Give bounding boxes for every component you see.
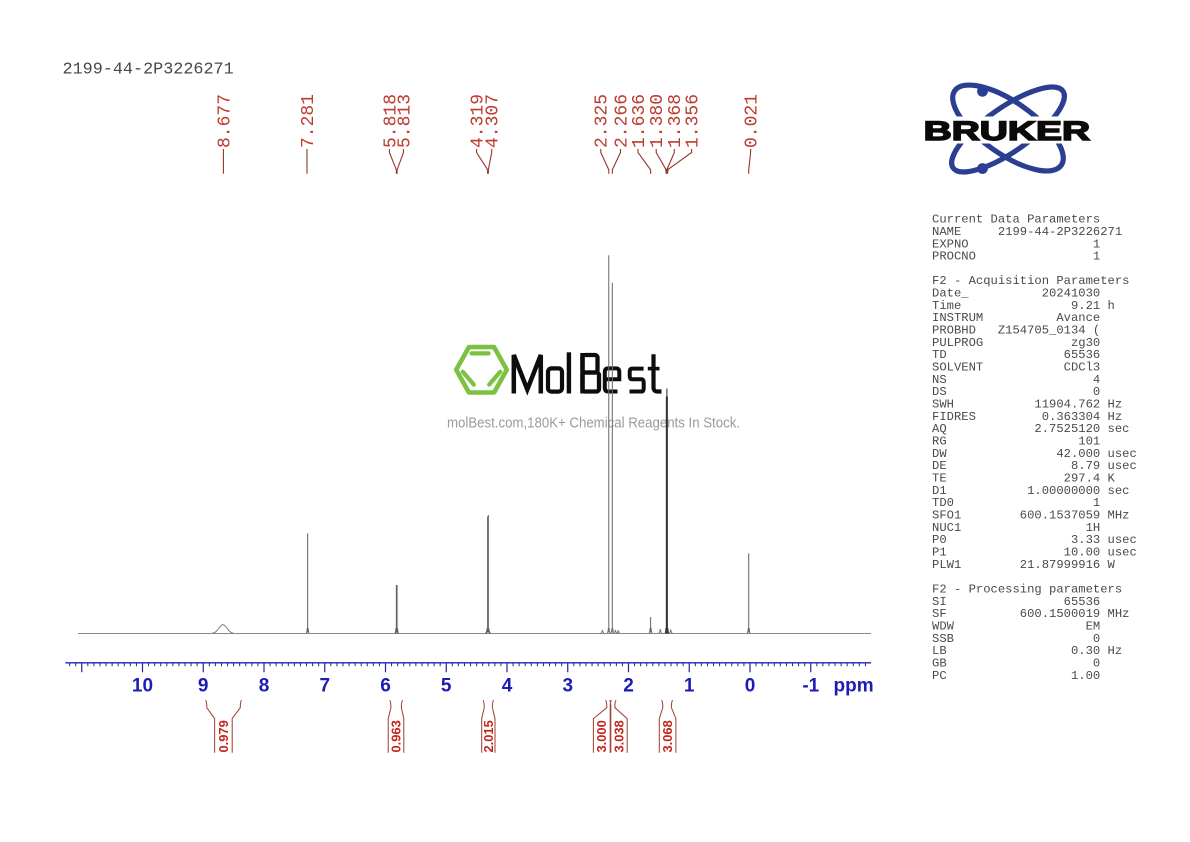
svg-text:9: 9 <box>198 676 209 697</box>
svg-text:BRUKER: BRUKER <box>924 116 1091 146</box>
svg-text:8: 8 <box>259 676 270 697</box>
svg-text:2: 2 <box>623 676 634 697</box>
svg-text:RG 101: RG 101 <box>932 435 1100 449</box>
svg-text:1.636: 1.636 <box>630 94 650 148</box>
svg-text:5.818: 5.818 <box>381 94 401 148</box>
svg-text:P1 10.00 usec: P1 10.00 usec <box>932 546 1137 560</box>
svg-text:2.266: 2.266 <box>612 94 632 148</box>
svg-text:-1: -1 <box>802 676 819 697</box>
svg-text:PULPROG zg30: PULPROG zg30 <box>932 336 1100 350</box>
svg-text:4: 4 <box>502 676 513 697</box>
svg-text:LB 0.30 Hz: LB 0.30 Hz <box>932 644 1122 658</box>
svg-text:NAME 2199-44-2P3226271: NAME 2199-44-2P3226271 <box>932 225 1122 239</box>
svg-text:7.281: 7.281 <box>299 94 319 148</box>
svg-text:3.000: 3.000 <box>594 720 609 752</box>
svg-text:SOLVENT CDCl3: SOLVENT CDCl3 <box>932 361 1100 375</box>
svg-text:FIDRES 0.363304 Hz: FIDRES 0.363304 Hz <box>932 410 1122 424</box>
svg-text:molBest.com,180K+ Chemical Rea: molBest.com,180K+ Chemical Reagents In S… <box>447 415 740 432</box>
svg-text:EXPNO 1: EXPNO 1 <box>932 237 1100 251</box>
svg-text:TD 65536: TD 65536 <box>932 348 1100 362</box>
svg-text:4.319: 4.319 <box>469 94 489 148</box>
svg-text:8.677: 8.677 <box>215 94 235 148</box>
svg-text:2.015: 2.015 <box>481 720 496 752</box>
svg-text:GB 0: GB 0 <box>932 657 1100 671</box>
svg-text:1.356: 1.356 <box>684 94 704 148</box>
svg-text:DW 42.000 usec: DW 42.000 usec <box>932 447 1137 461</box>
svg-text:WDW EM: WDW EM <box>932 620 1100 634</box>
svg-text:Current Data Parameters: Current Data Parameters <box>932 213 1100 227</box>
svg-text:3.068: 3.068 <box>660 720 675 752</box>
svg-text:2199-44-2P3226271: 2199-44-2P3226271 <box>63 61 234 80</box>
svg-text:DS 0: DS 0 <box>932 385 1100 399</box>
svg-text:1.380: 1.380 <box>648 94 668 148</box>
svg-text:NS 4: NS 4 <box>932 373 1100 387</box>
svg-text:F2 - Processing parameters: F2 - Processing parameters <box>932 583 1122 597</box>
svg-text:6: 6 <box>380 676 391 697</box>
svg-text:0.963: 0.963 <box>388 720 403 752</box>
svg-text:0.979: 0.979 <box>216 720 231 752</box>
svg-text:AQ 2.7525120 sec: AQ 2.7525120 sec <box>932 422 1129 436</box>
svg-text:INSTRUM Avance: INSTRUM Avance <box>932 311 1100 325</box>
svg-text:1: 1 <box>684 676 695 697</box>
svg-text:P0 3.33 usec: P0 3.33 usec <box>932 533 1137 547</box>
svg-text:1.368: 1.368 <box>666 94 686 148</box>
svg-text:0.021: 0.021 <box>743 94 763 148</box>
svg-text:SI 65536: SI 65536 <box>932 595 1100 609</box>
svg-text:2.325: 2.325 <box>593 94 613 148</box>
svg-text:PROCNO 1: PROCNO 1 <box>932 250 1100 264</box>
svg-text:F2 - Acquisition Parameters: F2 - Acquisition Parameters <box>932 274 1129 288</box>
svg-text:7: 7 <box>320 676 331 697</box>
svg-text:5: 5 <box>441 676 452 697</box>
svg-text:SFO1 600.1537059 MHz: SFO1 600.1537059 MHz <box>932 509 1129 523</box>
svg-text:DE 8.79 usec: DE 8.79 usec <box>932 459 1137 473</box>
svg-text:3.038: 3.038 <box>611 720 626 752</box>
svg-text:ppm: ppm <box>834 676 874 697</box>
svg-text:D1 1.00000000 sec: D1 1.00000000 sec <box>932 484 1129 498</box>
svg-text:SF 600.1500019 MHz: SF 600.1500019 MHz <box>932 607 1129 621</box>
svg-text:TE 297.4 K: TE 297.4 K <box>932 472 1116 486</box>
svg-text:5.813: 5.813 <box>395 94 415 148</box>
svg-text:PLW1 21.87999916 W: PLW1 21.87999916 W <box>932 558 1116 572</box>
svg-text:3: 3 <box>563 676 574 697</box>
svg-text:NUC1 1H: NUC1 1H <box>932 521 1100 535</box>
svg-text:SWH 11904.762 Hz: SWH 11904.762 Hz <box>932 398 1122 412</box>
svg-text:TD0 1: TD0 1 <box>932 496 1100 510</box>
svg-text:4.307: 4.307 <box>484 94 504 148</box>
svg-text:0: 0 <box>745 676 756 697</box>
svg-text:Date_ 20241030: Date_ 20241030 <box>932 287 1100 301</box>
svg-text:Time 9.21 h: Time 9.21 h <box>932 299 1115 313</box>
svg-text:10: 10 <box>132 676 153 697</box>
svg-text:PROBHD Z154705_0134 (: PROBHD Z154705_0134 ( <box>932 324 1100 338</box>
svg-text:PC 1.00: PC 1.00 <box>932 669 1100 683</box>
svg-text:SSB 0: SSB 0 <box>932 632 1100 646</box>
